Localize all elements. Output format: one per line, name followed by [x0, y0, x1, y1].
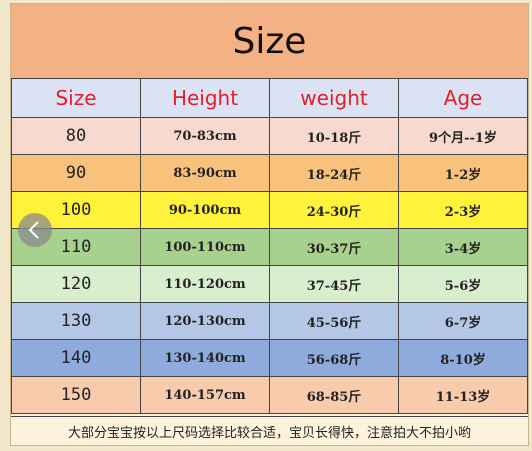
table-cell: 1-2岁: [398, 154, 528, 192]
table-cell: 90-100cm: [140, 191, 270, 229]
table-cell: 5-6岁: [398, 265, 528, 303]
table-row: 90 83-90cm 18-24斤 1-2岁: [11, 154, 528, 192]
table-cell: 80: [11, 117, 141, 155]
table-row: 100 90-100cm 24-30斤 2-3岁: [11, 191, 528, 229]
table-row: 140 130-140cm 56-68斤 8-10岁: [11, 339, 528, 377]
prev-button[interactable]: [17, 212, 53, 248]
table-cell: 56-68斤: [269, 339, 399, 377]
table-cell: 70-83cm: [140, 117, 270, 155]
table-cell: 140: [11, 339, 141, 377]
header-row: Size Height weight Age: [11, 78, 528, 118]
footer-note: 大部分宝宝按以上尺码选择比较合适，宝贝长得快，注意拍大不拍小哟: [11, 416, 528, 445]
table-cell: 37-45斤: [269, 265, 399, 303]
table-row: 110 100-110cm 30-37斤 3-4岁: [11, 228, 528, 266]
column-header: Size: [11, 78, 141, 118]
table-cell: 2-3岁: [398, 191, 528, 229]
column-header: weight: [269, 78, 399, 118]
table-cell: 100-110cm: [140, 228, 270, 266]
table-cell: 140-157cm: [140, 376, 270, 414]
table-body: 80 70-83cm 10-18斤 9个月--1岁 90 83-90cm 18-24斤 1-2…: [11, 117, 528, 414]
table-cell: 3-4岁: [398, 228, 528, 266]
table-cell: 11-13岁: [398, 376, 528, 414]
table-cell: 110-120cm: [140, 265, 270, 303]
table-cell: 130-140cm: [140, 339, 270, 377]
title: Size: [11, 4, 528, 78]
table-row: 80 70-83cm 10-18斤 9个月--1岁: [11, 117, 528, 155]
table-cell: 45-56斤: [269, 302, 399, 340]
size-table: Size Height weight Age 80 70-83cm 10-18斤 9个月--…: [11, 78, 528, 414]
column-header: Height: [140, 78, 270, 118]
table-cell: 18-24斤: [269, 154, 399, 192]
table-cell: 68-85斤: [269, 376, 399, 414]
table-cell: 120: [11, 265, 141, 303]
table-cell: 120-130cm: [140, 302, 270, 340]
table-cell: 83-90cm: [140, 154, 270, 192]
table-row: 130 120-130cm 45-56斤 6-7岁: [11, 302, 528, 340]
table-row: 120 110-120cm 37-45斤 5-6岁: [11, 265, 528, 303]
table-row: 150 140-157cm 68-85斤 11-13岁: [11, 376, 528, 414]
table-cell: 8-10岁: [398, 339, 528, 377]
column-header: Age: [398, 78, 528, 118]
table-cell: 130: [11, 302, 141, 340]
size-chart: Size Size Height weight Age 80 70-83cm 10-18斤…: [10, 3, 529, 446]
table-cell: 6-7岁: [398, 302, 528, 340]
table-cell: 110: [11, 228, 141, 266]
table-cell: 10-18斤: [269, 117, 399, 155]
table-cell: 30-37斤: [269, 228, 399, 266]
table-cell: 24-30斤: [269, 191, 399, 229]
table-cell: 9个月--1岁: [398, 117, 528, 155]
table-cell: 150: [11, 376, 141, 414]
table-cell: 90: [11, 154, 141, 192]
